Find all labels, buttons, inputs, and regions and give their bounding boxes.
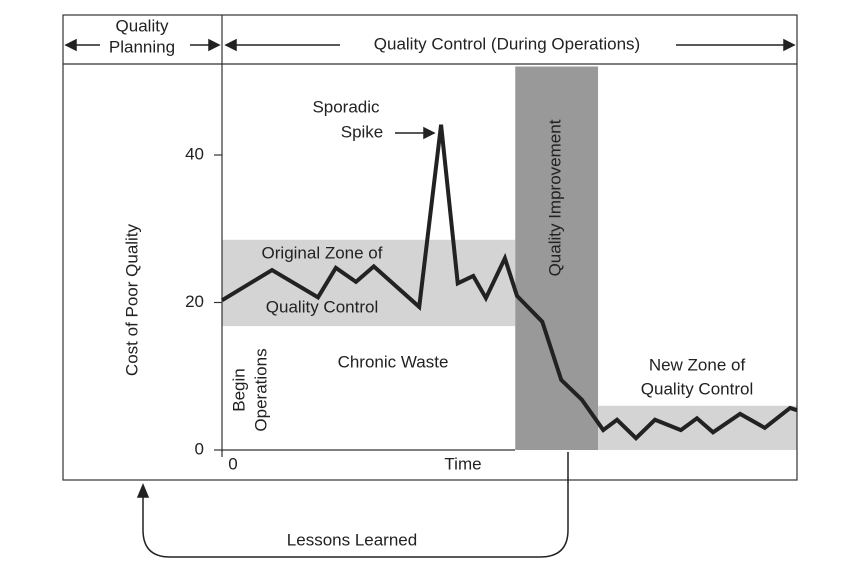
y-tick-label: 0 xyxy=(195,439,204,458)
frame xyxy=(62,14,798,481)
x-axis-label: Time xyxy=(444,454,481,473)
header-arrows xyxy=(64,38,796,52)
zone-label: Quality Control xyxy=(266,297,378,316)
annotation: Chronic Waste xyxy=(338,352,449,371)
y-tick-label: 20 xyxy=(185,292,204,311)
lessons-arrow xyxy=(136,452,569,558)
y-axis-label: Cost of Poor Quality xyxy=(122,223,141,376)
annotation: Lessons Learned xyxy=(287,530,417,549)
spike-arrow xyxy=(395,126,436,140)
zone xyxy=(515,66,599,450)
annotation: Spike xyxy=(341,122,384,141)
zone-label: Quality Improvement xyxy=(545,119,564,276)
header-control: Quality Control (During Operations) xyxy=(374,34,640,53)
header-planning: Planning xyxy=(109,37,175,56)
annotation: Sporadic xyxy=(312,97,380,116)
header-planning: Quality xyxy=(116,16,169,35)
x-tick-label: 0 xyxy=(228,454,237,473)
annotation: Begin xyxy=(229,368,248,411)
zones xyxy=(222,66,797,450)
cost-line xyxy=(220,124,798,441)
y-tick-label: 40 xyxy=(185,144,204,163)
zone-label: Original Zone of xyxy=(262,243,383,262)
annotation: Operations xyxy=(251,348,270,431)
zone-label: Quality Control xyxy=(641,379,753,398)
zone xyxy=(222,239,516,327)
zone-label: New Zone of xyxy=(649,355,746,374)
